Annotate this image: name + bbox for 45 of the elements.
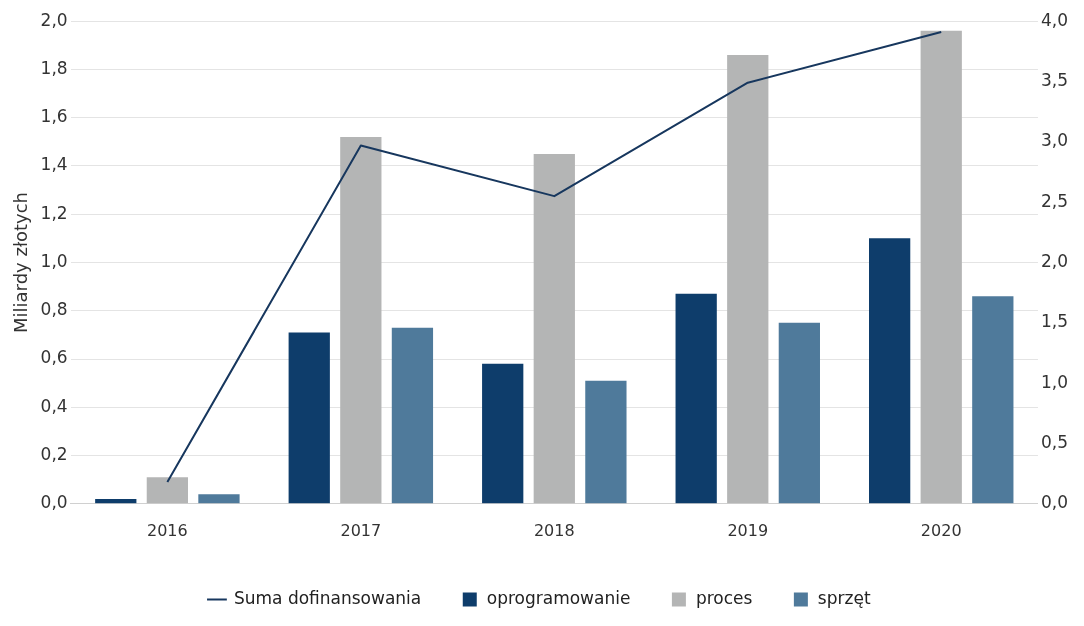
bar [288, 332, 330, 504]
y2-tick-label: 3,0 [1040, 130, 1069, 151]
y-tick-label: 1,8 [40, 57, 68, 78]
y-tick-label: 0,4 [40, 395, 68, 416]
y-tick-label: 0,2 [40, 443, 68, 464]
bar [198, 494, 240, 504]
y-tick-label: 2,0 [40, 9, 68, 30]
legend-label: Suma dofinansowania [233, 587, 422, 608]
x-tick-label: 2016 [147, 520, 188, 540]
y-tick-label: 1,0 [40, 250, 68, 271]
y-tick-label: 1,2 [40, 202, 68, 223]
y2-tick-label: 0,5 [1040, 431, 1069, 452]
y-tick-label: 0,8 [40, 299, 68, 320]
legend-label: sprzęt [817, 587, 871, 608]
legend-label: proces [695, 587, 753, 608]
y-tick-label: 1,4 [40, 154, 68, 175]
y2-tick-label: 4,0 [1040, 9, 1069, 30]
y2-tick-label: 0,0 [1040, 492, 1069, 513]
x-tick-label: 2018 [533, 520, 575, 540]
y2-tick-label: 2,0 [1040, 250, 1069, 271]
y2-tick-label: 1,5 [1040, 311, 1069, 332]
bar [920, 30, 962, 504]
legend-label: oprogramowanie [486, 587, 631, 608]
bar [340, 137, 382, 504]
y-axis-title: Miliardy złotych [10, 191, 32, 334]
y-tick-label: 0,6 [40, 347, 68, 368]
bar [675, 293, 717, 504]
bar [391, 327, 434, 504]
bar [585, 380, 627, 504]
y2-tick-label: 2,5 [1040, 190, 1069, 211]
bar [972, 296, 1014, 504]
x-tick-label: 2019 [727, 520, 769, 540]
bar [482, 363, 524, 504]
bar [95, 498, 137, 504]
bar [533, 153, 575, 504]
y-tick-label: 0,0 [40, 492, 68, 513]
y2-tick-label: 1,0 [1040, 371, 1069, 392]
bar [727, 54, 769, 504]
bar [778, 322, 820, 504]
y2-tick-label: 3,5 [1040, 69, 1069, 90]
bar [869, 238, 911, 504]
x-tick-label: 2020 [920, 520, 962, 540]
x-tick-label: 2017 [340, 520, 382, 540]
bar [146, 477, 189, 504]
y-tick-label: 1,6 [40, 106, 68, 127]
